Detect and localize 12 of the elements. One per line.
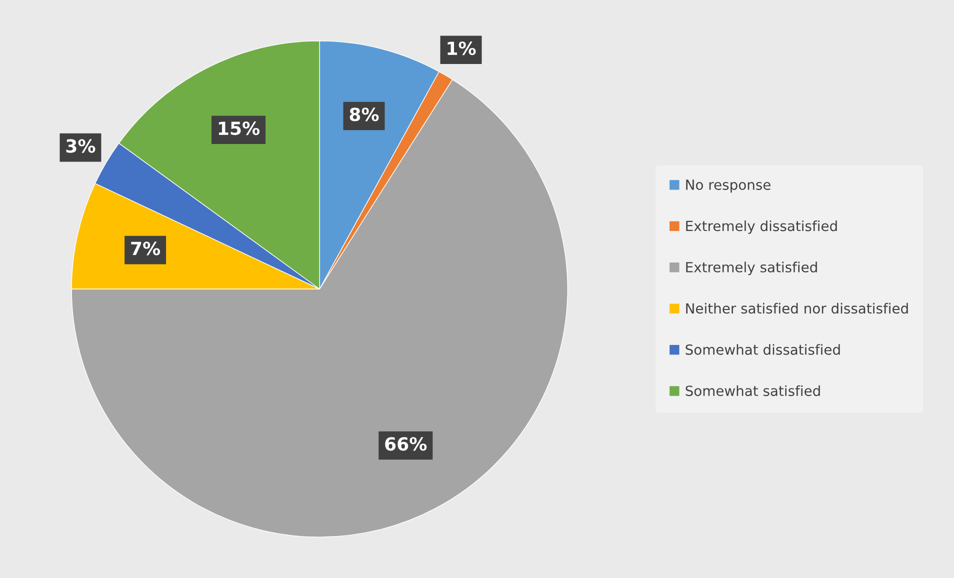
legend-label: No response	[686, 180, 770, 193]
data-label: 8%	[350, 108, 379, 122]
data-label: 66%	[385, 437, 427, 451]
data-label: 15%	[218, 121, 260, 136]
legend-label: Somewhat dissatisfied	[686, 344, 840, 355]
legend-label: Extremely satisfied	[686, 262, 817, 276]
data-label: 1%	[448, 41, 476, 56]
legend-label: Somewhat satisfied	[686, 385, 820, 396]
legend-label: Neither satisfied nor dissatisfied	[686, 302, 908, 314]
data-label: 3%	[66, 139, 96, 153]
data-label: 7%	[131, 242, 160, 256]
legend-label: Extremely dissatisfied	[686, 220, 837, 234]
